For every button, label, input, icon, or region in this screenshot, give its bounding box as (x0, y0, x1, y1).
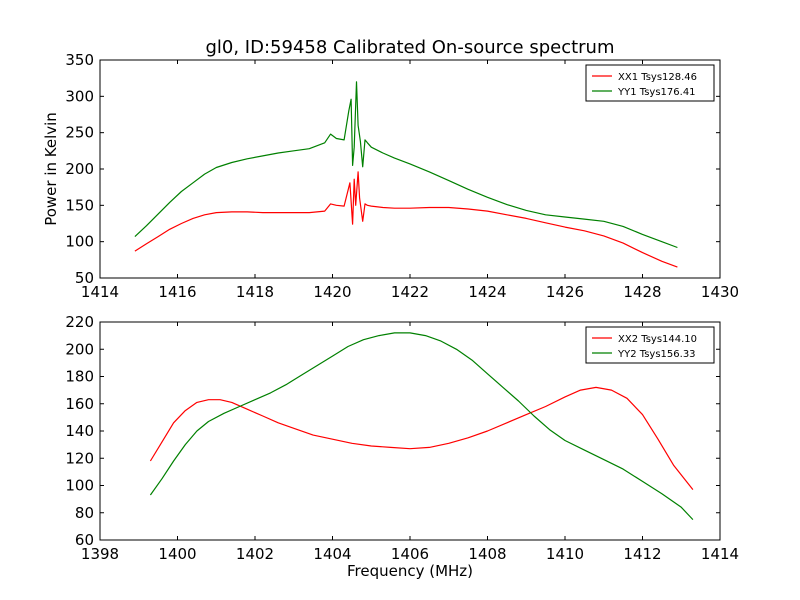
plot1-x-tick-label: 1414 (701, 545, 739, 563)
plot0-series-line-1 (134, 81, 678, 249)
chart-title: gl0, ID:59458 Calibrated On-source spect… (205, 37, 614, 58)
plot1-series-line-1 (149, 332, 694, 521)
plot0-x-tick-label: 1420 (313, 283, 351, 301)
plot1-y-tick-label: 80 (75, 504, 94, 522)
plot1-legend-label-1: YY2 Tsys156.33 (617, 349, 696, 360)
plot1-x-tick-label: 1398 (81, 545, 119, 563)
plot1-x-tick-label: 1404 (313, 545, 351, 563)
plot1-y-tick-label: 60 (75, 531, 94, 549)
plot0-x-tick-label: 1422 (391, 283, 429, 301)
top-subplot: 1414 1416 1418 1420 1422 1424 1426 1428 1430 50 10… (42, 51, 739, 301)
plot1-x-axis-label: Frequency (MHz) (347, 562, 473, 580)
plot1-x-tick-label: 1406 (391, 545, 429, 563)
plot1-y-tick-label: 120 (65, 449, 94, 467)
plot0-x-tick-label: 1416 (158, 283, 196, 301)
plot0-x-tick-label: 1428 (623, 283, 661, 301)
plot0-x-tick-label: 1426 (546, 283, 584, 301)
plot1-y-tick-label: 180 (65, 368, 94, 386)
plot0-x-tick-label: 1424 (468, 283, 506, 301)
plot1-x-tick-label: 1402 (236, 545, 274, 563)
plot1-y-tick-label: 220 (65, 313, 94, 331)
plot0-y-tick-label: 250 (65, 124, 94, 142)
plot1-series-line-0 (149, 386, 694, 490)
plot0-x-tick-label: 1414 (81, 283, 119, 301)
bottom-subplot: 1398 1400 1402 1404 1406 1408 1410 1412 1414 60 80… (65, 313, 739, 580)
plot1-y-tick-label: 200 (65, 340, 94, 358)
plot0-y-tick-label: 100 (65, 233, 94, 251)
plot0-x-tick-label: 1430 (701, 283, 739, 301)
plot0-y-tick-label: 150 (65, 196, 94, 214)
plot0-x-tick-label: 1418 (236, 283, 274, 301)
plot1-y-tick-label: 100 (65, 477, 94, 495)
plot1-x-tick-label: 1410 (546, 545, 584, 563)
plot1-legend-label-0: XX2 Tsys144.10 (618, 334, 697, 345)
plot0-legend-label-1: YY1 Tsys176.41 (617, 87, 696, 98)
plot1-legend-box (585, 326, 715, 364)
plot0-legend-box (585, 64, 715, 102)
plot1-y-tick-label: 160 (65, 395, 94, 413)
plot1-x-tick-label: 1408 (468, 545, 506, 563)
plot0-y-tick-label: 350 (65, 51, 94, 69)
plot1-x-tick-label: 1400 (158, 545, 196, 563)
plot0-y-tick-label: 50 (75, 269, 94, 287)
plot1-x-tick-label: 1412 (623, 545, 661, 563)
plot0-y-tick-label: 300 (65, 87, 94, 105)
plot0-series-line-0 (134, 171, 678, 268)
plot0-y-axis-label: Power in Kelvin (42, 112, 60, 226)
plot1-y-tick-label: 140 (65, 422, 94, 440)
plot0-legend-label-0: XX1 Tsys128.46 (618, 72, 697, 83)
plot0-y-tick-label: 200 (65, 160, 94, 178)
